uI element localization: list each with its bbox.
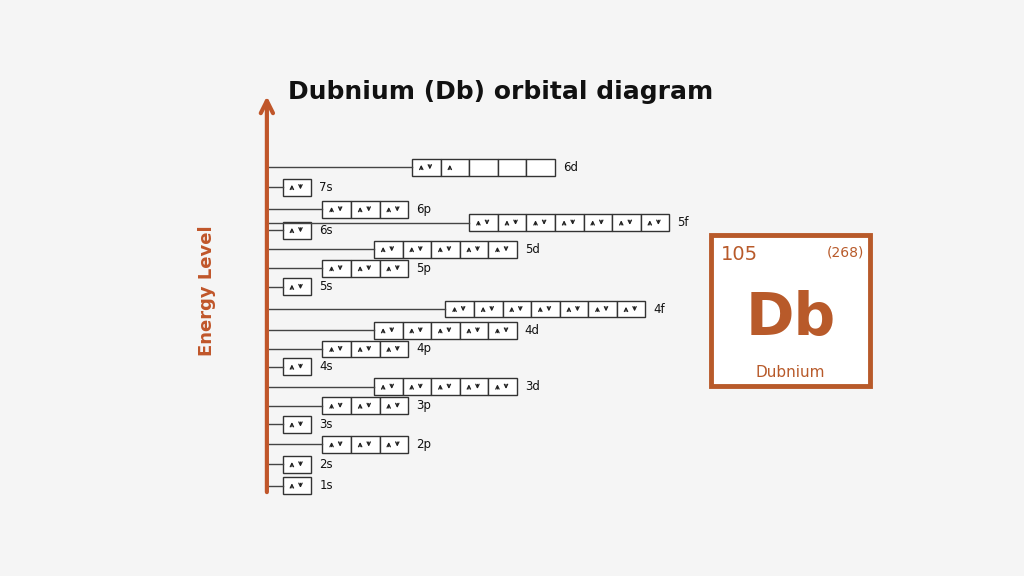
Bar <box>498 159 526 176</box>
Bar <box>323 201 351 218</box>
Bar <box>323 397 351 414</box>
Bar <box>374 378 402 395</box>
Bar <box>460 241 488 257</box>
Bar <box>584 214 612 231</box>
Bar <box>323 340 351 357</box>
Bar <box>526 159 555 176</box>
Bar <box>460 322 488 339</box>
Text: 4d: 4d <box>524 324 540 337</box>
Text: Dubnium (Db) orbital diagram: Dubnium (Db) orbital diagram <box>289 80 714 104</box>
Bar <box>374 241 402 257</box>
Bar <box>431 241 460 257</box>
Bar <box>555 214 584 231</box>
Bar <box>488 378 517 395</box>
Bar <box>488 241 517 257</box>
Bar <box>283 278 311 295</box>
Text: 5s: 5s <box>319 281 333 293</box>
Bar <box>351 340 380 357</box>
Text: 4f: 4f <box>653 302 665 316</box>
Bar <box>283 477 311 494</box>
Bar <box>531 301 560 317</box>
Bar <box>560 301 588 317</box>
Bar <box>445 301 474 317</box>
Bar <box>283 358 311 375</box>
Bar <box>380 340 409 357</box>
Bar <box>283 179 311 195</box>
Text: 105: 105 <box>721 245 758 264</box>
Bar <box>588 301 616 317</box>
Text: Db: Db <box>745 290 836 347</box>
Text: 1s: 1s <box>319 479 333 492</box>
Bar <box>380 436 409 453</box>
Bar <box>440 159 469 176</box>
Bar <box>460 378 488 395</box>
Bar <box>503 301 531 317</box>
Text: 3d: 3d <box>524 380 540 393</box>
Bar <box>488 322 517 339</box>
Bar <box>402 322 431 339</box>
Text: 7s: 7s <box>319 181 333 194</box>
Text: 4p: 4p <box>416 343 431 355</box>
Bar <box>469 159 498 176</box>
Bar <box>431 378 460 395</box>
Text: 2p: 2p <box>416 438 431 451</box>
Bar <box>351 201 380 218</box>
Bar <box>641 214 670 231</box>
Text: 2s: 2s <box>319 458 333 471</box>
Bar <box>380 397 409 414</box>
Bar <box>412 159 440 176</box>
Bar <box>351 397 380 414</box>
Text: 3p: 3p <box>416 399 431 412</box>
Bar <box>402 378 431 395</box>
Bar <box>469 214 498 231</box>
Text: 5d: 5d <box>524 242 540 256</box>
Text: (268): (268) <box>826 245 863 259</box>
Bar <box>351 436 380 453</box>
Bar <box>380 260 409 276</box>
Bar <box>616 301 645 317</box>
Bar <box>283 416 311 433</box>
Text: 4s: 4s <box>319 360 333 373</box>
Bar <box>323 436 351 453</box>
Text: 5f: 5f <box>677 216 689 229</box>
Bar <box>374 322 402 339</box>
Bar <box>283 456 311 473</box>
Text: 5p: 5p <box>416 262 431 275</box>
Bar <box>283 222 311 238</box>
Text: 6s: 6s <box>319 223 333 237</box>
Text: Energy Level: Energy Level <box>199 226 216 356</box>
Bar <box>498 214 526 231</box>
Bar <box>402 241 431 257</box>
Bar <box>431 322 460 339</box>
Text: 6p: 6p <box>416 203 431 216</box>
Bar <box>380 201 409 218</box>
Bar <box>712 236 870 386</box>
Text: 6d: 6d <box>563 161 578 173</box>
Text: 3s: 3s <box>319 418 333 431</box>
Bar <box>351 260 380 276</box>
Bar <box>612 214 641 231</box>
Text: Dubnium: Dubnium <box>756 365 825 380</box>
Bar <box>474 301 503 317</box>
Bar <box>323 260 351 276</box>
Bar <box>526 214 555 231</box>
